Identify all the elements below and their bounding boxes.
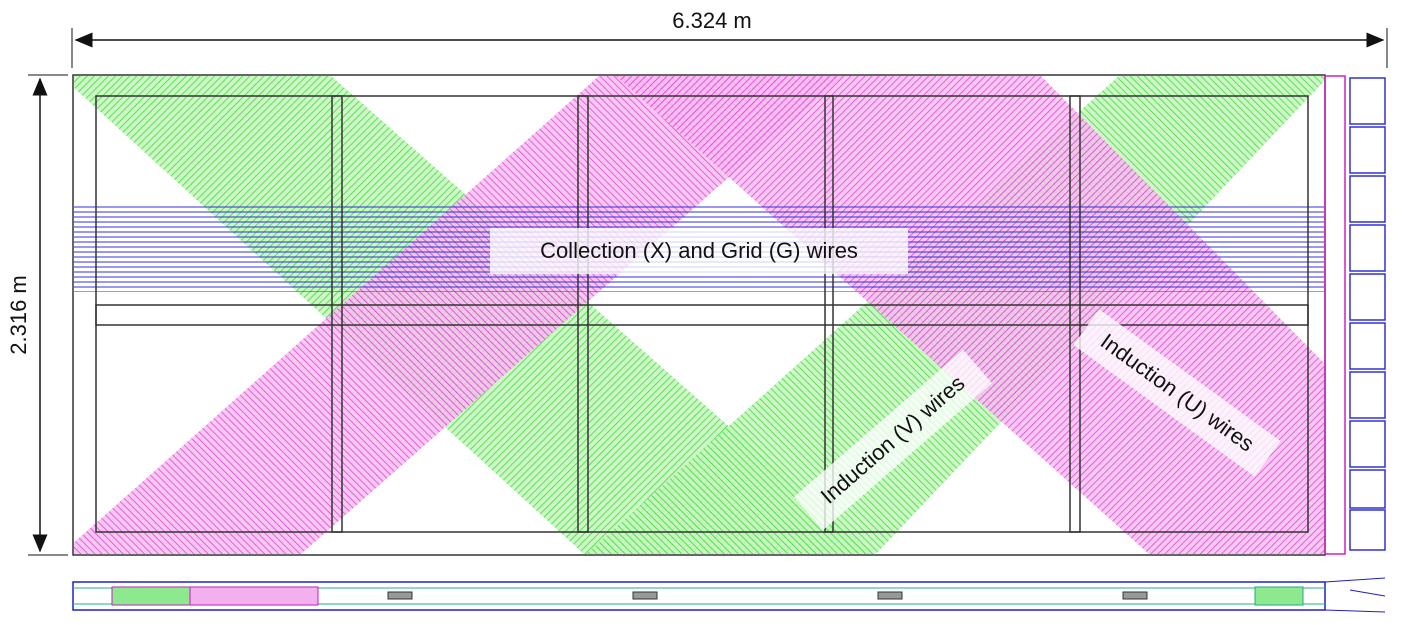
connectors: [1324, 75, 1386, 555]
label-bg: [490, 228, 908, 274]
collection-label: Collection (X) and Grid (G) wires: [540, 238, 858, 263]
width-label: 6.324 m: [672, 8, 752, 33]
posts: [331, 95, 1081, 533]
height-label: 2.316 m: [6, 275, 31, 355]
side-view: [72, 577, 1386, 613]
magenta-band: [616, 76, 1324, 554]
wire-bands: [74, 76, 1324, 554]
magenta-band: [74, 76, 844, 554]
crossbar: [95, 304, 1309, 326]
